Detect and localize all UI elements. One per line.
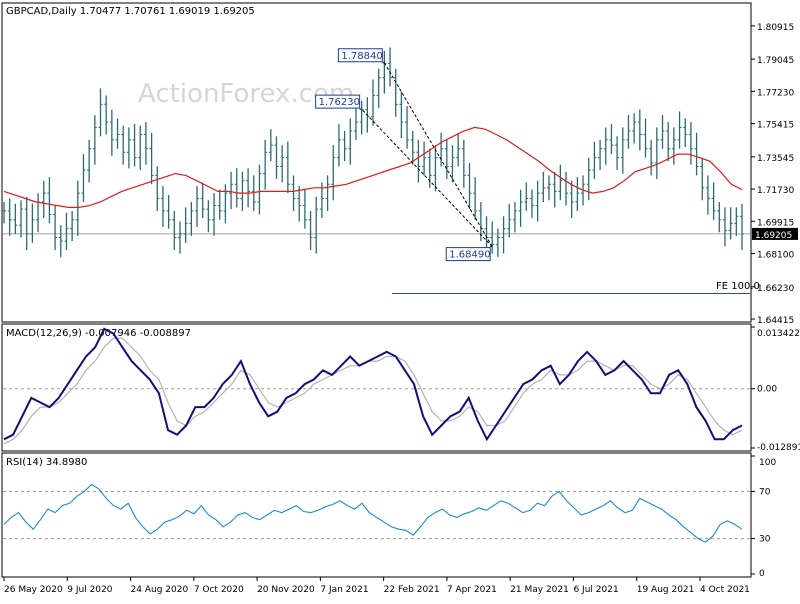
rsi-line: [3, 483, 743, 543]
price-bars: [2, 47, 744, 258]
macd-panel-frame: [1, 323, 752, 452]
macd-signal-line: [3, 337, 743, 445]
price-y-tick-label: 1.66230: [757, 284, 794, 294]
x-tick-label: 24 Aug 2020: [131, 585, 189, 595]
rsi-y-tick-label: 70: [759, 487, 771, 497]
last-price-label: 1.69205: [755, 231, 792, 241]
x-tick-label: 4 Oct 2021: [700, 585, 750, 595]
rsi-y-axis: 100 70 30 0: [751, 455, 776, 579]
moving-average-path: [3, 126, 743, 208]
x-tick-label: 20 Nov 2020: [257, 585, 315, 595]
annotation-box: [445, 247, 491, 262]
macd-y-axis: 0.013422 0.00 -0.012891: [751, 326, 800, 453]
annotation-label: 1.78840: [341, 51, 382, 62]
price-y-tick-label: 1.75415: [757, 121, 794, 131]
macd-header: MACD(12,26,9) -0.007946 -0.008897: [6, 328, 191, 339]
macd-line: [3, 327, 743, 442]
x-tick-label: 7 Jan 2021: [320, 585, 368, 595]
macd-y-tick-label: -0.012891: [757, 443, 800, 453]
rsi-panel-frame: [1, 452, 752, 578]
rsi-y-tick-label: 30: [759, 535, 771, 545]
price-y-tick-label: 1.79045: [757, 56, 794, 66]
price-y-tick-label: 1.73545: [757, 154, 794, 164]
fe-label: FE 100.0: [716, 281, 760, 292]
price-y-tick-label: 1.69915: [757, 218, 794, 228]
macd-y-tick-label: 0.00: [757, 385, 777, 395]
annotation-label: 1.76230: [319, 97, 360, 108]
x-tick-label: 19 Aug 2021: [637, 585, 695, 595]
price-annotations: 1.78840 1.68490 1.76230: [315, 48, 493, 262]
swing-dashed-line: [361, 108, 493, 247]
x-tick-label: 9 Jul 2020: [67, 585, 112, 595]
price-y-tick-label: 1.80915: [757, 23, 794, 33]
rsi-y-tick-label: 100: [759, 458, 776, 468]
macd-plot: [3, 327, 750, 445]
macd-y-tick-label: 0.013422: [757, 329, 800, 339]
x-tick-label: 6 Jul 2021: [573, 585, 618, 595]
x-tick-label: 26 May 2020: [4, 585, 63, 595]
moving-average-line: [3, 126, 743, 208]
price-y-axis: 1.80915 1.79045 1.77230 1.75415 1.73545 1.717…: [751, 23, 798, 326]
x-axis: 26 May 2020 9 Jul 2020 24 Aug 2020 7 Oct 20…: [3, 577, 750, 595]
price-y-tick-label: 1.77230: [757, 88, 794, 98]
price-panel-frame: [1, 2, 752, 323]
swing-dashed-line: [383, 62, 493, 247]
x-tick-label: 22 Feb 2021: [384, 585, 440, 595]
rsi-header: RSI(14) 34.8980: [6, 457, 87, 468]
price-y-tick-label: 1.71730: [757, 186, 794, 196]
annotation-label: 1.68490: [449, 250, 490, 261]
price-header: GBPCAD,Daily 1.70477 1.70761 1.69019 1.6…: [6, 6, 255, 17]
annotation-box: [337, 48, 383, 63]
x-tick-label: 21 May 2021: [510, 585, 569, 595]
price-y-tick-label: 1.64415: [757, 316, 794, 326]
price-horizontal-line: [3, 233, 750, 295]
x-tick-label: 7 Oct 2020: [194, 585, 244, 595]
price-y-tick-label: 1.68100: [757, 251, 794, 261]
last-price-box: [752, 227, 798, 240]
rsi-y-tick-label: 0: [759, 569, 765, 579]
annotation-box: [315, 94, 361, 109]
x-tick-label: 7 Apr 2021: [447, 585, 497, 595]
rsi-plot: [3, 483, 750, 543]
